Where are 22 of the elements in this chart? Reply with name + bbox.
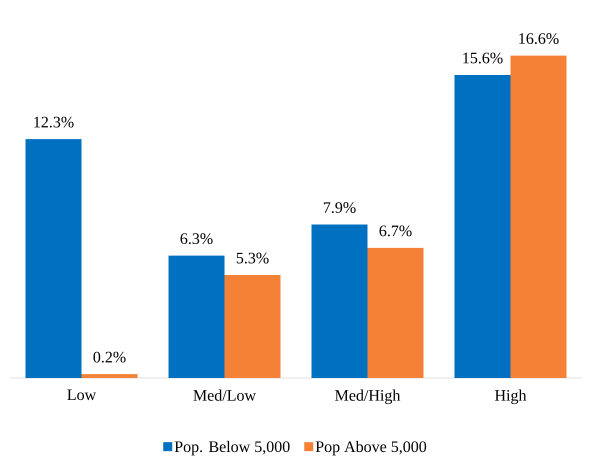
bar: [454, 74, 511, 378]
bar: [168, 256, 224, 378]
bar: [368, 248, 424, 378]
x-tick-label: High: [494, 390, 526, 404]
data-label: 12.3%: [34, 116, 74, 128]
bar: [510, 56, 566, 378]
data-label: 15.6%: [463, 52, 503, 64]
bar: [312, 224, 368, 378]
data-label: 7.9%: [324, 202, 356, 214]
data-label: 5.3%: [236, 252, 269, 264]
legend-label: Pop Above 5,000: [316, 440, 426, 456]
data-label: 0.2%: [93, 352, 126, 363]
data-label: 16.6%: [519, 33, 559, 44]
bar: [82, 374, 138, 378]
x-tick-label: Med/High: [335, 390, 400, 404]
data-label: 6.3%: [180, 233, 213, 244]
x-tick-label: Med/Low: [193, 390, 256, 401]
data-label: 6.7%: [380, 225, 412, 236]
legend-label: Pop. Below 5,000: [174, 440, 290, 456]
bar: [224, 275, 280, 378]
x-tick-label: Low: [67, 390, 96, 400]
bar: [26, 139, 82, 378]
